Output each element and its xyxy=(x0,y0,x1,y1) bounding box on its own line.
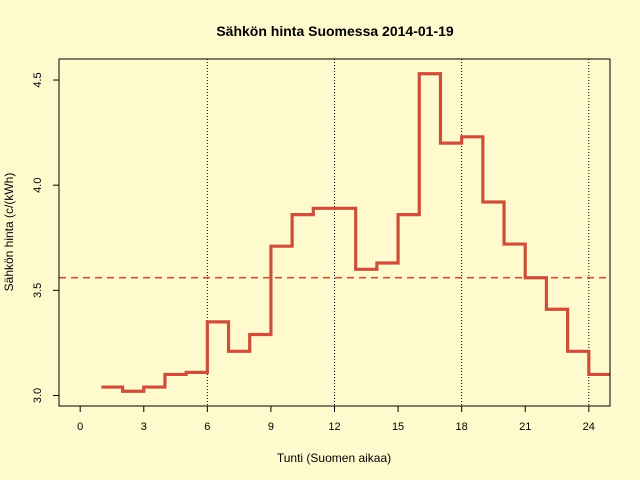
plot-area xyxy=(59,59,610,406)
y-axis: 3.0 3.5 4.0 4.5 xyxy=(32,72,59,403)
y-tick-label: 4.5 xyxy=(32,72,44,87)
x-tick-label: 21 xyxy=(519,421,531,433)
x-tick-label: 12 xyxy=(328,421,340,433)
x-axis: 0 3 6 9 12 15 18 21 24 xyxy=(77,406,595,433)
x-tick-label: 3 xyxy=(141,421,147,433)
y-tick-label: 4.0 xyxy=(32,178,44,193)
x-tick-label: 0 xyxy=(77,421,83,433)
x-tick-label: 24 xyxy=(583,421,595,433)
x-tick-label: 6 xyxy=(204,421,210,433)
y-axis-label: Sähkön hinta (c/(kWh) xyxy=(2,173,16,292)
y-tick-label: 3.0 xyxy=(32,388,44,403)
x-tick-label: 9 xyxy=(268,421,274,433)
y-tick-label: 3.5 xyxy=(32,283,44,298)
x-axis-label: Tunti (Suomen aikaa) xyxy=(277,451,391,465)
x-tick-label: 15 xyxy=(392,421,404,433)
chart-title: Sähkön hinta Suomessa 2014-01-19 xyxy=(216,23,454,39)
x-tick-label: 18 xyxy=(456,421,468,433)
price-step-line xyxy=(101,72,610,393)
